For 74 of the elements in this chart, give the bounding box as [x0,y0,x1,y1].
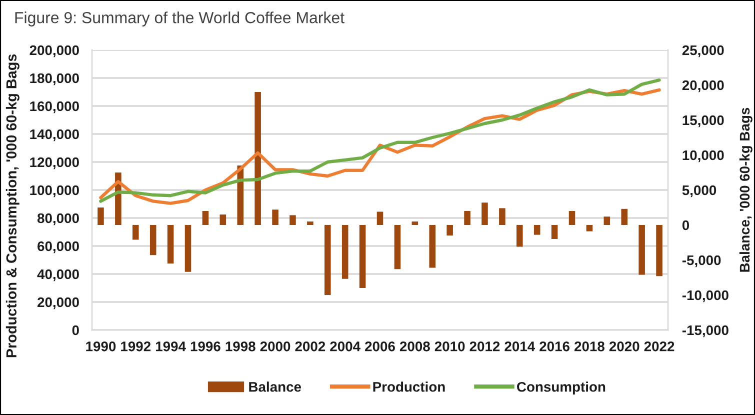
y2-tick-label: -10,000 [682,290,728,302]
bar [150,225,156,256]
y2-tick-label: 0 [682,220,690,230]
legend-label: Consumption [517,382,606,395]
bar [394,225,401,270]
bar [184,225,192,272]
bar [464,211,470,225]
y2-tick-label: 5,000 [682,185,716,198]
x-tick-label: 2014 [504,341,536,352]
y2-tick-label: 25,000 [682,45,724,58]
y-tick-label: 0 [72,325,79,336]
y-tick-label: 120,000 [30,157,79,170]
x-tick-label: 2018 [574,341,604,352]
y2-tick-label: 20,000 [682,80,724,92]
x-tick-label: 2006 [365,341,395,352]
x-tick-label: 2020 [609,341,640,352]
bar [534,225,540,235]
y-axis-title: Production & Consumption, '000 60-kg Bags [6,54,20,358]
bar [412,222,418,225]
y-tick-label: 20,000 [38,297,79,310]
x-tick-label: 2000 [260,341,290,352]
bar [202,211,209,225]
y2-tick-label: 10,000 [682,150,724,162]
bar [290,215,296,225]
bar [482,202,488,225]
y-tick-label: 160,000 [30,101,79,114]
y-tick-label: 200,000 [30,45,79,58]
x-tick-label: 2016 [540,341,570,352]
bar [551,225,558,239]
bar [586,225,593,232]
x-tick-label: 2010 [434,341,465,352]
chart-title: Figure 9: Summary of the World Coffee Market [15,12,344,26]
bar [376,212,384,225]
x-tick-label: 2022 [644,341,674,352]
bar [638,225,645,275]
bar [516,225,523,247]
x-tick-label: 2012 [470,341,500,352]
x-tick-label: 1990 [86,341,116,352]
bar [272,210,278,225]
legend-label: Balance [249,382,302,392]
x-tick-label: 1992 [121,341,151,352]
bar [621,208,628,225]
y2-tick-label: -15,000 [682,325,728,338]
x-tick-label: 1994 [156,341,186,352]
y2-tick-label: -5,000 [682,255,721,268]
bar [220,214,226,225]
bar [359,225,366,288]
x-tick-label: 2008 [400,341,430,352]
bar [604,216,610,225]
legend-label: Production [373,382,445,392]
bar [446,225,453,236]
y-tick-label: 100,000 [30,185,79,198]
bar [307,222,314,225]
bar [342,225,348,279]
bar [167,225,174,264]
y-tick-label: 180,000 [30,73,79,86]
y-tick-label: 60,000 [38,241,79,254]
bar [429,225,436,268]
bar [132,225,139,240]
bar [98,208,104,225]
y2-tick-label: 15,000 [682,115,724,128]
bar [568,211,576,225]
bar [254,92,261,225]
y-tick-label: 140,000 [30,129,79,142]
bar [324,225,331,295]
x-tick-label: 1998 [226,341,256,352]
x-tick-label: 2004 [330,341,360,352]
y-tick-label: 40,000 [37,269,79,282]
y-tick-label: 80,000 [37,213,79,226]
y2-axis-title: Balance, '000 60-kg Bags [739,108,752,272]
x-tick-label: 1996 [190,341,220,352]
x-tick-label: 2002 [295,341,326,352]
bar [499,208,506,225]
bar [656,225,662,276]
